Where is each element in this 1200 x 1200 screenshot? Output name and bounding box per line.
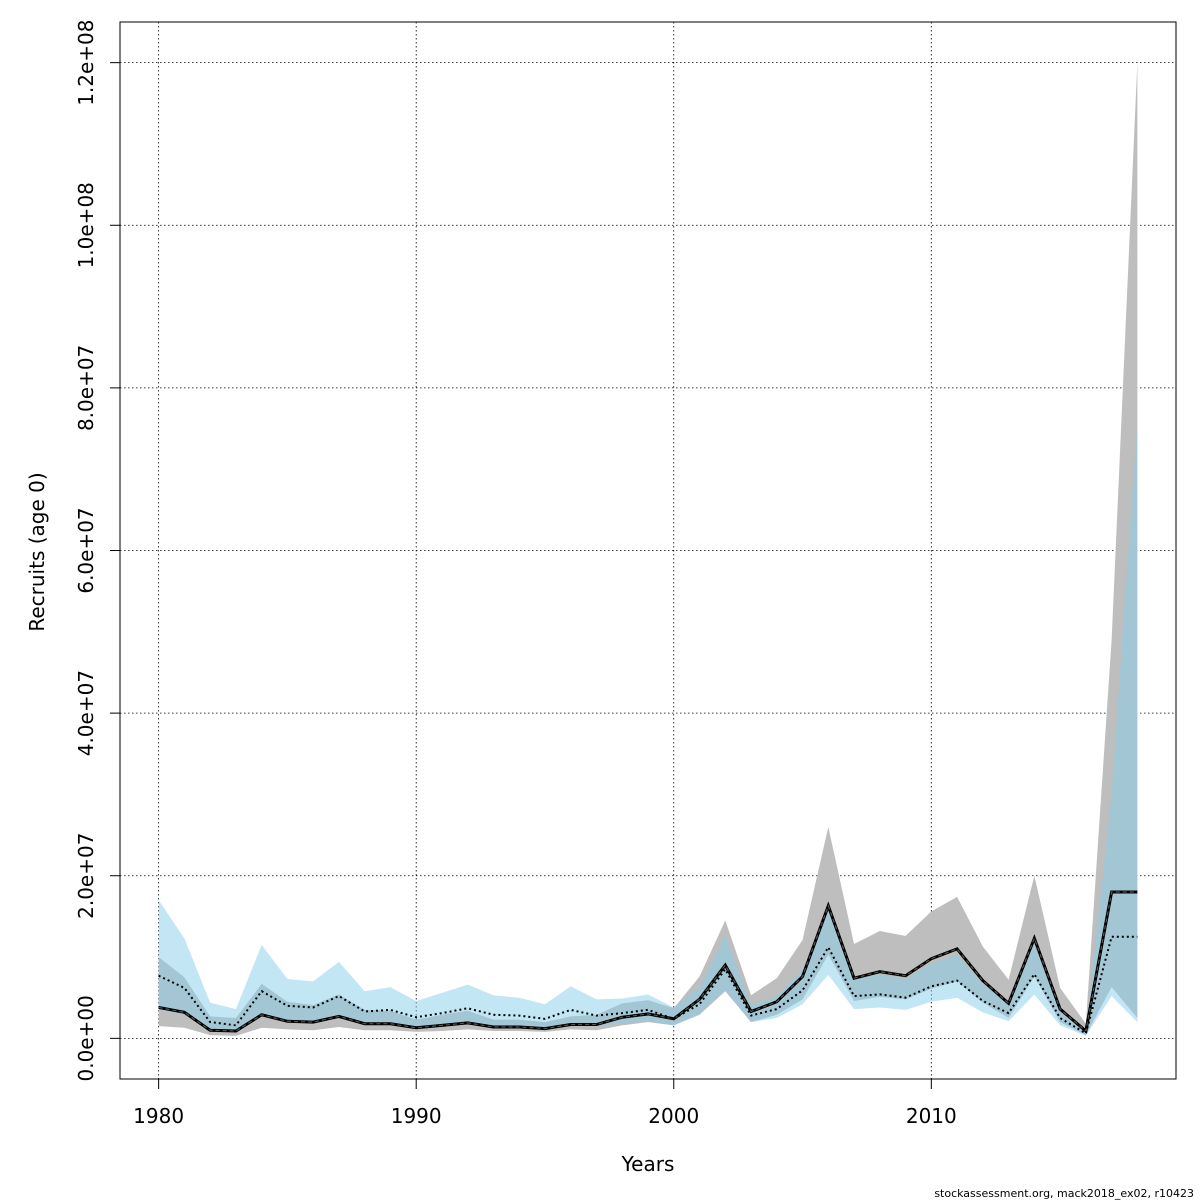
y-tick-label: 2.0e+07 (74, 833, 98, 919)
confidence-band (158, 62, 1138, 1036)
x-tick-label: 2010 (906, 1104, 957, 1128)
footer-credit: stockassessment.org, mack2018_ex02, r104… (934, 1187, 1194, 1200)
y-tick-label: 1.2e+08 (74, 19, 98, 105)
axes: 1980 1990 2000 2010 0.0e+00 2.0e+07 4.0e+07 6.0… (74, 19, 957, 1128)
y-tick-label: 4.0e+07 (74, 670, 98, 756)
series-lines (158, 890, 1138, 1036)
x-tick-label: 1980 (133, 1104, 184, 1128)
y-tick-label: 0.0e+00 (74, 995, 98, 1081)
y-tick-label: 8.0e+07 (74, 345, 98, 431)
y-axis-title: Recruits (age 0) (25, 472, 49, 631)
x-tick-label: 1990 (391, 1104, 442, 1128)
x-tick-label: 2000 (648, 1104, 699, 1128)
estimate-line (158, 891, 1138, 1033)
y-tick-label: 6.0e+07 (74, 507, 98, 593)
confidence-band (158, 420, 1138, 1036)
confidence-bands (158, 62, 1138, 1036)
y-tick-label: 1.0e+08 (74, 182, 98, 268)
grid-lines (120, 22, 1176, 1079)
x-axis-title: Years (621, 1152, 675, 1176)
